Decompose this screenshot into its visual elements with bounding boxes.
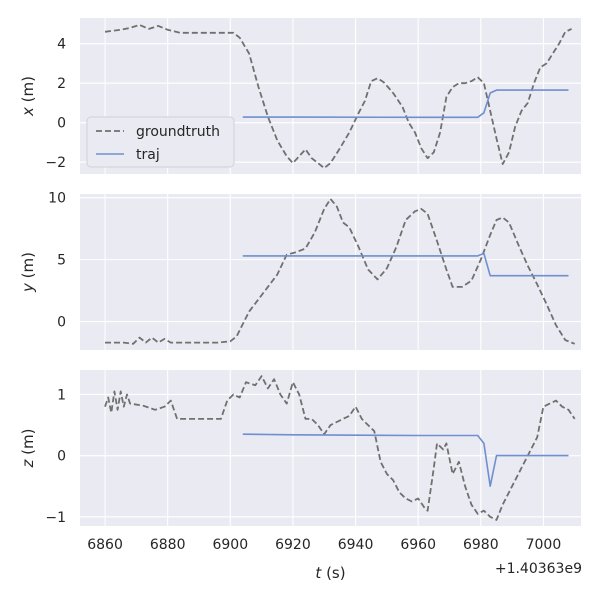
series-groundtruth-line [104,375,576,521]
y-tick-label: 1 [57,387,66,403]
x-tick-label: 6880 [150,537,186,553]
x-tick-label: 6960 [400,537,436,553]
y-tick-label: 2 [57,76,66,92]
y-tick-label: 0 [57,116,66,132]
plot-background [80,370,581,526]
x-tick-label: 6940 [338,537,374,553]
y-axis-label-unit: (m) [19,252,37,283]
y-tick-label: 10 [48,191,66,207]
y-axis-label-unit: (m) [19,76,37,107]
y-axis-label: y (m) [19,252,37,293]
y-axis-label-var: z [19,458,37,468]
series-traj-line [242,433,569,487]
x-tick-label: 6900 [212,537,248,553]
series-groundtruth-line [105,198,576,345]
y-tick-label: 4 [57,37,66,53]
series-traj-line [242,89,569,119]
legend-traj-label: traj [136,147,160,163]
y-tick-label: 0 [57,449,66,465]
x-offset-label: +1.40363e9 [495,561,582,577]
y-axis-label-var: y [19,282,37,293]
legend: groundtruth traj [86,116,235,168]
y-axis-label-var: x [19,107,37,117]
series-groundtruth-line [104,24,572,169]
y-tick-label: 0 [57,315,66,331]
x-tick-label: 7000 [526,537,562,553]
series-traj-line [242,252,569,277]
y-tick-label: 5 [57,253,66,269]
y-tick-label: −2 [45,155,66,171]
x-axis-label-unit: (s) [321,564,345,582]
x-tick-label: 6980 [463,537,499,553]
y-axis-label: x (m) [19,76,37,117]
panel-y: 0 5 10 y (m) [19,191,581,350]
plot-background [80,194,581,350]
legend-groundtruth-label: groundtruth [136,124,220,140]
x-axis-label: t (s) [315,564,345,582]
y-tick-label: −1 [45,510,66,526]
y-axis-label-unit: (m) [19,429,37,460]
y-axis-label: z (m) [19,429,37,469]
panel-z: −1 0 1 z (m) 6860 6880 6900 6920 6940 6960 6980 700… [19,370,581,553]
x-tick-label: 6860 [87,537,123,553]
x-axis-label-var: t [315,564,322,582]
x-tick-label: 6920 [275,537,311,553]
